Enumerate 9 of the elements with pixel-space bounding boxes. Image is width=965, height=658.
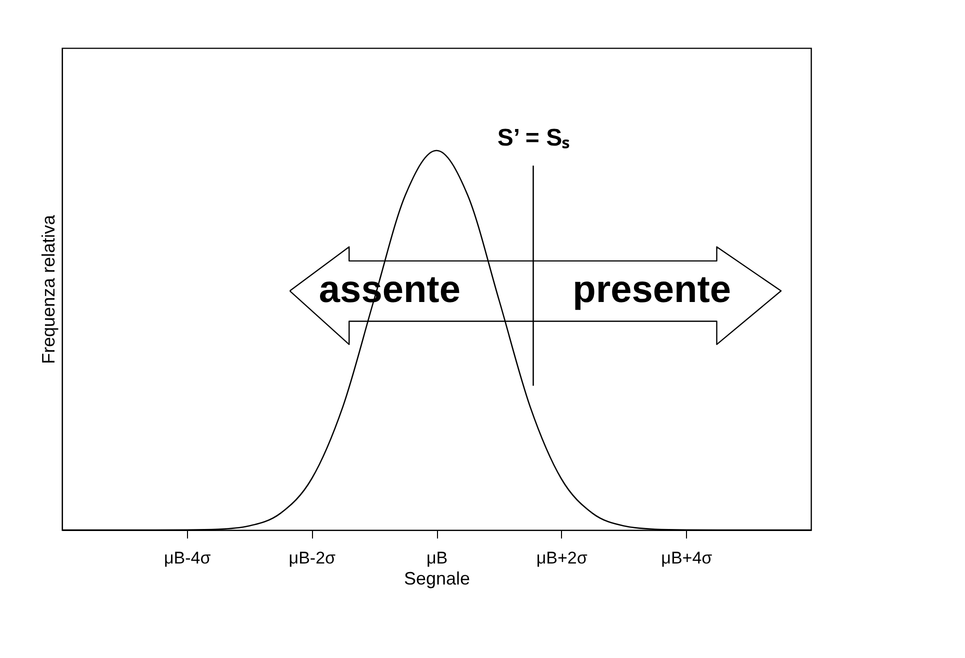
x-tick-label: μB-2σ	[288, 548, 336, 568]
x-tick-label: μB	[426, 548, 448, 568]
x-tick-label: μB-4σ	[164, 548, 212, 568]
annotation: presente	[572, 268, 732, 311]
x-tick-label: μB+2σ	[536, 548, 588, 568]
annotation: S’ = Sₛ	[497, 124, 570, 152]
x-axis-title: Segnale	[404, 568, 470, 588]
x-tick-label: μB+4σ	[661, 548, 713, 568]
y-axis-title: Frequenza relativa	[38, 214, 58, 364]
